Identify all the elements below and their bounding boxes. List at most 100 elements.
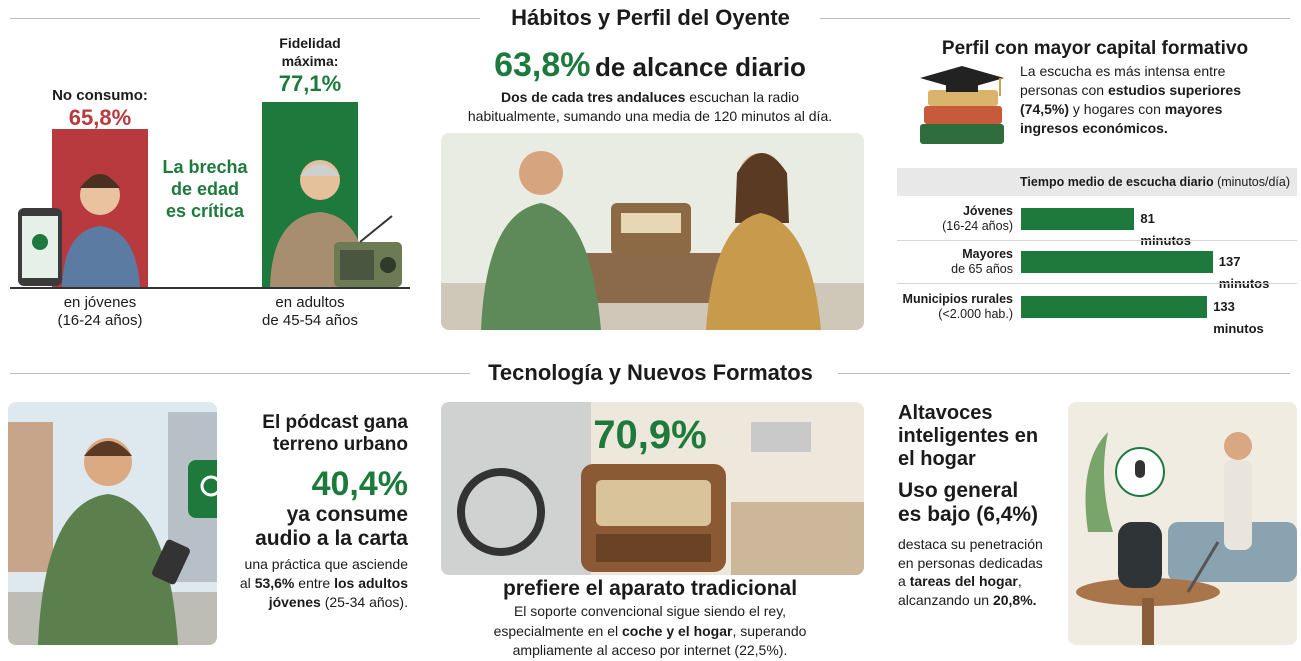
text-line: (74,5%) y hogares con mayores (1020, 100, 1290, 119)
living-room-illustration (441, 133, 864, 330)
podcast-text: una práctica que asciende al 53,6% entre … (200, 555, 408, 612)
text-line: Fidelidad (250, 34, 370, 52)
adult-label: Fidelidadmáxima: (250, 34, 370, 70)
text-line: personas con estudios superiores (1020, 81, 1290, 100)
text-run: , (1018, 573, 1022, 589)
text-run: La escucha es más intensa entre (1020, 63, 1225, 79)
text-line: de 45-54 años (240, 312, 380, 330)
row-label-line: de 65 años (897, 262, 1013, 277)
text-line: Dos de cada tres andaluces escuchan la r… (440, 88, 860, 107)
text-run: tareas del hogar (910, 573, 1018, 589)
text-run: 53,6% (255, 575, 295, 591)
text-run: destaca su penetración (898, 536, 1043, 552)
text-run: jóvenes (269, 594, 321, 610)
traditional-value: 70,9% (560, 412, 740, 458)
value-label: 81 minutos (1140, 208, 1191, 252)
adult-value-label: 77,1% (250, 70, 370, 98)
section-title: Tecnología y Nuevos Formatos (0, 358, 1301, 388)
text-line: No consumo: (40, 87, 160, 105)
text-run: ingresos económicos. (1020, 120, 1168, 136)
chart-unit: (minutos/día) (1217, 175, 1290, 189)
text-line: alcanzando un 20,8%. (898, 591, 1073, 610)
text-line: El soporte convencional sigue siendo el … (440, 602, 860, 622)
text-run: en personas dedicadas (898, 555, 1043, 571)
text-line: destaca su penetración (898, 535, 1073, 554)
row-label-line: Jóvenes (897, 204, 1013, 219)
text-line: El pódcast gana (220, 412, 408, 434)
text-run: habitualmente, sumando una media de 120 … (468, 108, 832, 124)
daily-reach-title: de alcance diario (595, 52, 806, 82)
text-run: al (240, 575, 255, 591)
bar (1021, 208, 1134, 230)
text-line: inteligentes en (898, 425, 1078, 448)
text-line: audio a la carta (220, 527, 408, 551)
traditional-text: El soporte convencional sigue siendo el … (440, 602, 860, 661)
text-line: jóvenes (25-34 años). (200, 593, 408, 612)
text-line: máxima: (250, 52, 370, 70)
text-run: a (898, 573, 910, 589)
chart-header-text: Tiempo medio de escucha diario (minutos/… (1020, 168, 1297, 196)
age-gap-illustration (0, 130, 420, 290)
text-run: una práctica que asciende (245, 556, 408, 572)
baseline (10, 287, 410, 289)
row-label: Municipios rurales(<2.000 hab.) (897, 292, 1013, 322)
row-label: Jóvenes(16-24 años) (897, 204, 1013, 234)
section-header: Tecnología y Nuevos Formatos (0, 358, 1301, 388)
daily-reach-text: Dos de cada tres andaluces escuchan la r… (440, 88, 860, 126)
podcast-value: 40,4% (220, 464, 408, 504)
row-label-line: (<2.000 hab.) (897, 307, 1013, 322)
text-line: en personas dedicadas (898, 554, 1073, 573)
traditional-title: prefiere el aparato tradicional (440, 576, 860, 602)
text-run: estudios superiores (1108, 82, 1241, 98)
education-text: La escucha es más intensa entre personas … (1020, 62, 1290, 138)
young-value-label: 65,8% (40, 104, 160, 132)
text-run: 20,8%. (993, 592, 1037, 608)
text-run: ampliamente al acceso por internet (22,5… (513, 642, 788, 658)
section-title: Hábitos y Perfil del Oyente (0, 3, 1301, 33)
daily-reach-heading: 63,8% de alcance diario (440, 44, 860, 93)
bar (1021, 296, 1207, 318)
text-run: mayores (1165, 101, 1223, 117)
row-label-line: (16-24 años) (897, 219, 1013, 234)
phone (18, 208, 62, 286)
young-person (62, 174, 140, 287)
text-line: (16-24 años) (30, 312, 170, 330)
row-divider (897, 240, 1297, 241)
text-run: (25-34 años). (321, 594, 408, 610)
text-line: una práctica que asciende (200, 555, 408, 574)
podcast-illustration (8, 402, 217, 645)
text-line: Uso general (898, 479, 1078, 503)
text-run: alcanzando un (898, 592, 993, 608)
text-run: El soporte convencional sigue siendo el … (514, 603, 786, 619)
text-line: La escucha es más intensa entre (1020, 62, 1290, 81)
speakers-text: destaca su penetración en personas dedica… (898, 535, 1073, 609)
young-caption: en jóvenes(16-24 años) (30, 294, 170, 330)
text-line: ingresos económicos. (1020, 119, 1290, 138)
books-icon (912, 64, 1012, 150)
young-label: No consumo: (40, 87, 160, 105)
text-run: personas con (1020, 82, 1108, 98)
text-line: el hogar (898, 448, 1078, 471)
value-label: 137 minutos (1219, 251, 1270, 295)
text-line: ampliamente al acceso por internet (22,5… (440, 641, 860, 661)
text-run: y hogares con (1069, 101, 1165, 117)
text-run: entre (294, 575, 334, 591)
text-run: , superando (732, 623, 806, 639)
daily-reach-value: 63,8% (494, 46, 590, 84)
speaker-illustration (1068, 402, 1297, 645)
text-run: los adultos (334, 575, 408, 591)
text-run: especialmente en el (494, 623, 622, 639)
text-line: al 53,6% entre los adultos (200, 574, 408, 593)
text-line: en jóvenes (30, 294, 170, 312)
text-line: a tareas del hogar, (898, 572, 1073, 591)
value-label: 133 minutos (1213, 296, 1264, 340)
text-run: coche y el hogar (622, 623, 732, 639)
bar (1021, 251, 1213, 273)
text-run: escuchan la radio (685, 89, 799, 105)
